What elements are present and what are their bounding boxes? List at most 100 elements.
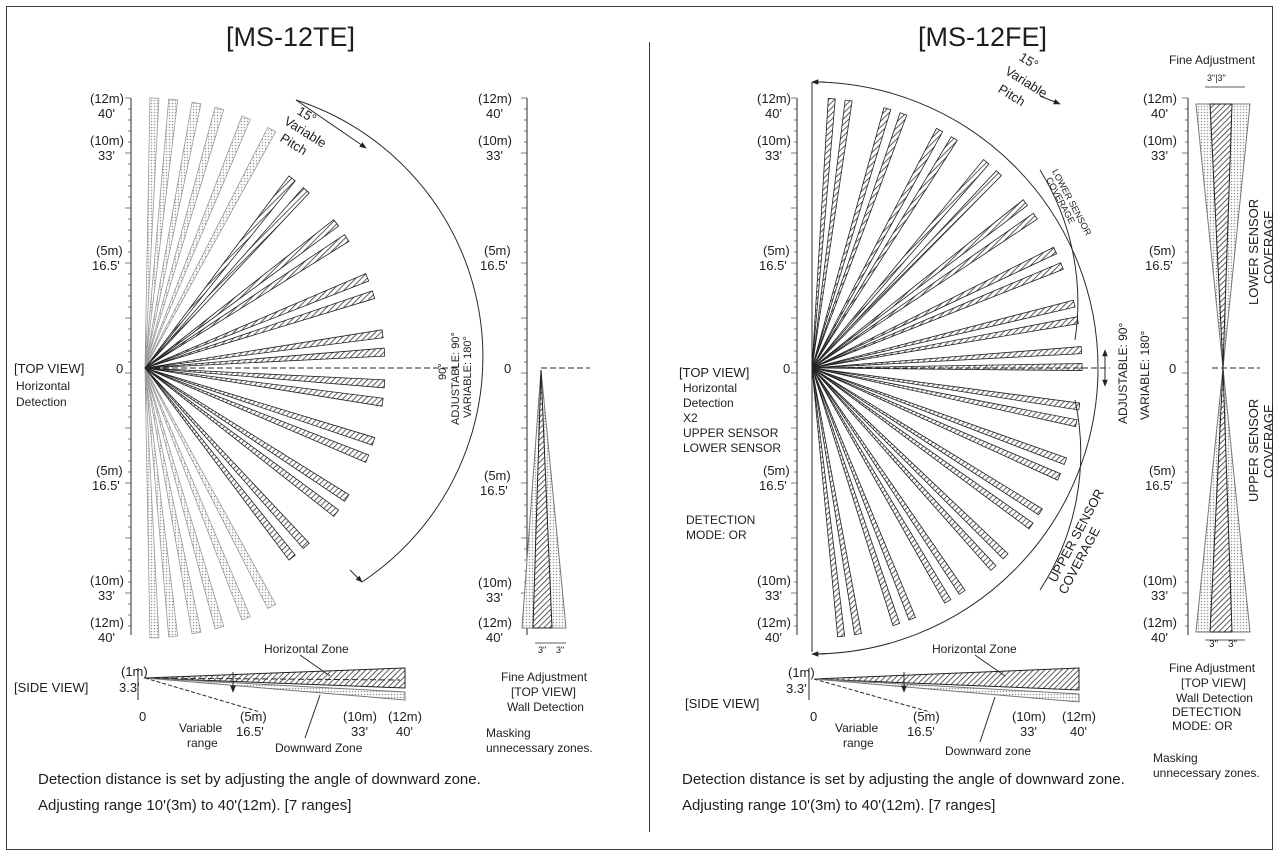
left-horizontal-zone-label: Horizontal Zone [264,642,349,656]
right-hatched-beam [811,136,958,369]
right-wall-detection: Wall Detection [1176,691,1253,705]
left-hatched-beam [144,367,386,389]
right-top-view-label: [TOP VIEW] [679,365,750,380]
right-side-horizontal-zone [813,667,1080,691]
left-wall-10m-metric: (10m) [478,133,512,148]
left-top-view-label: [TOP VIEW] [14,361,85,376]
left-wall-hatched-beam [532,369,553,629]
right-wall-upper-line1: UPPER SENSOR [1246,398,1261,502]
left-side-horizontal-zone [144,667,406,689]
right-coverage-arc [811,81,1099,655]
right-top-view-x2: X2 [683,411,698,425]
right-scale-12m-metric-bottom: (12m) [757,615,791,630]
left-hatched-beam [144,347,386,369]
right-wall-5m-feet: 16.5' [1145,258,1173,273]
right-hatched-beam [811,367,966,595]
right-hatched-beam [811,367,862,636]
left-caption-line1: Detection distance is set by adjusting t… [38,771,481,788]
left-hatched-beam [144,186,310,369]
right-variable-range-line1: Variable [835,721,879,735]
left-wall-12m-feet-bottom: 40' [486,630,503,645]
right-scale-12m-metric: (12m) [757,91,791,106]
right-hatched-beam [811,367,997,571]
right-scale-10m-feet-bottom: 33' [765,588,782,603]
left-masking-line1: Masking [486,726,531,740]
right-caption-line2: Adjusting range 10'(3m) to 40'(12m). [7 … [682,797,996,814]
left-scale-12m-feet: 40' [98,106,115,121]
right-side-10m-feet: 33' [1020,724,1037,739]
left-coverage-arc [295,99,484,583]
right-caption-line1: Detection distance is set by adjusting t… [682,771,1125,788]
panel-divider [649,42,650,832]
right-wall-lower-line2: COVERAGE [1261,210,1276,284]
left-dzone-leader [304,694,321,739]
right-upper-arc [1039,399,1082,591]
left-wall-12m-metric: (12m) [478,91,512,106]
right-top-view-detection: Detection [683,396,734,410]
left-scale-10m-metric-bottom: (10m) [90,573,124,588]
left-wall-5m-metric: (5m) [484,243,511,258]
right-scale-12m-feet-bottom: 40' [765,630,782,645]
right-hatched-beam [811,199,1029,369]
left-wall-12m-feet: 40' [486,106,503,121]
right-wall-10m-feet: 33' [1151,148,1168,163]
left-scale-5m-feet: 16.5' [92,258,120,273]
right-side-12m-metric: (12m) [1062,709,1096,724]
right-lower-arc [1039,169,1079,341]
right-scale-5m-feet: 16.5' [759,258,787,273]
right-wall-5m-feet-bottom: 16.5' [1145,478,1173,493]
right-wall-10m-metric: (10m) [1143,133,1177,148]
right-pitch-marker [1039,95,1061,105]
right-hatched-beam [811,127,944,369]
right-hatched-beam [811,367,1068,466]
right-wall-dim-right: 3" [1228,639,1238,650]
right-scale-12m-feet: 40' [765,106,782,121]
left-hatched-beam [144,234,350,369]
right-wall-top-dims: 3"|3" [1207,73,1226,83]
right-side-5m-metric: (5m) [913,709,940,724]
left-variable-range-line1: Variable [179,721,223,735]
left-variable-range-line2: range [187,736,218,750]
right-hatched-beam [811,212,1038,369]
right-top-view-horizontal: Horizontal [683,381,738,395]
left-panel-title: [MS-12TE] [226,22,356,52]
left-pitch-marker [295,99,367,149]
right-wall-12m-metric-bottom: (12m) [1143,615,1177,630]
left-masking-line2: unnecessary zones. [486,741,593,755]
right-hatched-beam [811,363,1083,371]
right-hatched-beam [811,346,1083,369]
left-scale-zero: 0 [116,361,124,376]
left-side-10m-metric: (10m) [343,709,377,724]
right-wall-upper-hatch [1209,103,1233,369]
left-side-height-metric: (1m) [121,664,148,679]
left-downward-zone-label: Downward Zone [275,741,363,755]
right-wall-upper-line2: COVERAGE [1261,404,1276,478]
left-hatched-beam [144,273,370,369]
left-artwork [125,97,590,739]
left-side-downward-zone [144,677,406,701]
right-side-ray [813,678,931,713]
left-top-view-horizontal: Horizontal [16,379,71,393]
right-hatched-beam [811,99,853,369]
left-side-dash [144,677,401,681]
left-light-beam [144,367,225,630]
right-hatched-beam [811,367,952,604]
left-light-beam [144,367,202,635]
right-panel-title: [MS-12FE] [918,22,1048,52]
right-wall-10m-metric-bottom: (10m) [1143,573,1177,588]
right-wall-detection-mode-line2: MODE: OR [1172,719,1233,733]
left-light-beam [144,98,179,369]
left-wall-detection: Wall Detection [507,700,584,714]
right-hatched-beam [811,246,1058,369]
right-side-12m-feet: 40' [1070,724,1087,739]
left-caption-line2: Adjusting range 10'(3m) to 40'(12m). [7 … [38,797,352,814]
right-scale-10m-metric-bottom: (10m) [757,573,791,588]
left-side-5m-metric: (5m) [240,709,267,724]
left-hatched-beam [144,290,376,369]
left-wall-5m-feet-bottom: 16.5' [480,483,508,498]
left-wall-10m-metric-bottom: (10m) [478,575,512,590]
right-wall-lower-hatch [1209,367,1233,633]
right-dzone-leader [979,696,996,743]
right-hatched-beam [811,367,1043,516]
